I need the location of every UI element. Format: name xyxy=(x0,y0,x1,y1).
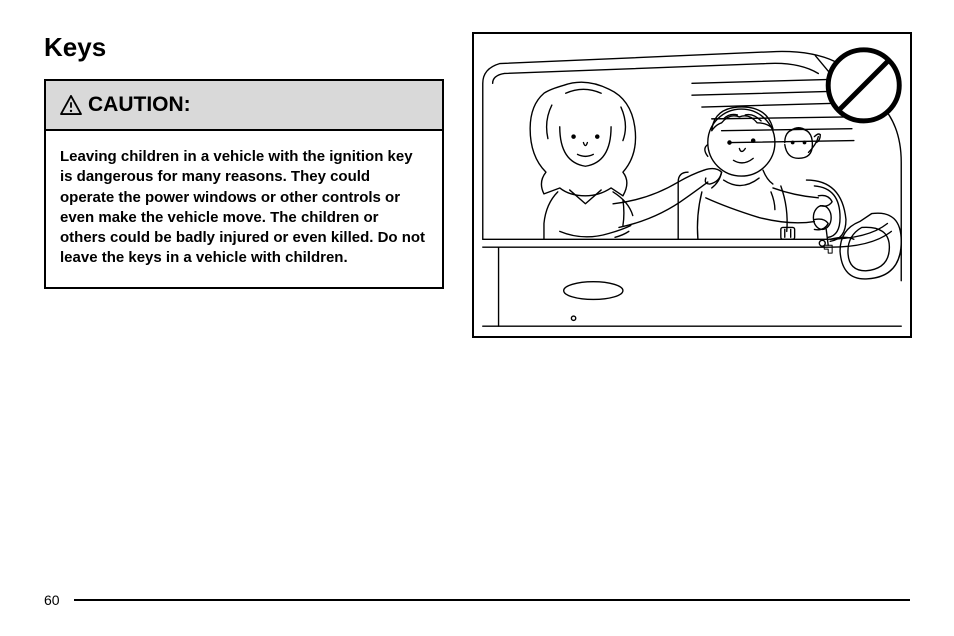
caution-body-text: Leaving children in a vehicle with the i… xyxy=(46,131,442,287)
page-number: 60 xyxy=(44,592,60,608)
caution-header: CAUTION: xyxy=(46,81,442,131)
prohibition-icon xyxy=(828,50,899,121)
section-title: Keys xyxy=(44,32,444,63)
warning-triangle-icon xyxy=(60,95,82,115)
caution-box: CAUTION: Leaving children in a vehicle w… xyxy=(44,79,444,289)
page-footer: 60 xyxy=(44,592,910,608)
right-column xyxy=(472,32,912,540)
car-children-line-art-icon xyxy=(474,34,910,336)
caution-label: CAUTION: xyxy=(88,93,191,117)
footer-rule xyxy=(74,599,910,601)
page-content: Keys CAUTION: Leaving children in a vehi… xyxy=(0,0,954,560)
illustration-children-in-car xyxy=(472,32,912,338)
left-column: Keys CAUTION: Leaving children in a vehi… xyxy=(44,32,444,540)
